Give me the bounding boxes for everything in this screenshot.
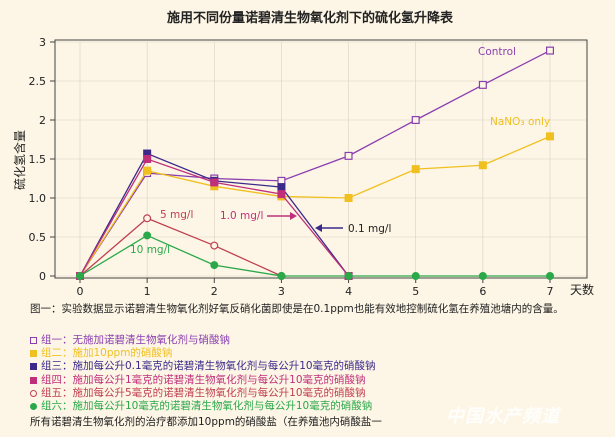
data-point (545, 272, 554, 281)
legend-item: 组一：无施加诺碧清生物氧化剂与硝酸钠 (30, 334, 600, 347)
annotation-label: 1.0 mg/l (220, 210, 263, 222)
data-point (478, 80, 487, 89)
data-point (344, 194, 353, 203)
legend-label: 组六：施加每公升10毫克的诺碧清生物氧化剂与每公升10毫克的硝酸钠 (41, 399, 373, 412)
arrowhead-1mg (290, 212, 297, 220)
square-marker-icon (30, 337, 37, 345)
x-axis: 0 1 2 3 4 5 6 7 (77, 278, 554, 298)
x-tick-label: 4 (345, 285, 352, 298)
series-line (79, 135, 551, 277)
x-tick-label: 6 (479, 285, 486, 298)
data-point (344, 272, 353, 281)
annotation-label: 5 mg/l (160, 209, 193, 221)
data-point (545, 46, 554, 55)
circle-marker-icon (30, 403, 37, 411)
legend-label: 组五：施加每公升5毫克的诺碧清生物氧化剂与每公升10毫克的硝酸钠 (41, 386, 366, 399)
y-axis-label: 硫化氢含量 (12, 130, 27, 190)
data-point (411, 272, 420, 281)
y-axis: 0 0.5 1.0 1.5 2 2.5 3 (29, 36, 55, 283)
y-tick-label: 2 (39, 114, 46, 127)
chart: 施用不同份量诺碧清生物氧化剂下的硫化氢升降表 0 0.5 1.0 1.5 2 2.5 3 0… (12, 10, 594, 298)
x-tick-label: 0 (77, 285, 84, 298)
data-point (143, 231, 152, 240)
legend-label: 组二：施加10ppm的硝酸钠 (41, 347, 173, 360)
legend-item: 组二：施加10ppm的硝酸钠 (30, 347, 600, 360)
annotation-label: 0.1 mg/l (348, 223, 391, 235)
annotations: Control NaNO₃ only 0.1 mg/l 1.0 mg/l 5 mg/l 1… (130, 46, 550, 256)
legend-item: 组五：施加每公升5毫克的诺碧清生物氧化剂与每公升10毫克的硝酸钠 (30, 387, 600, 400)
x-tick-label: 7 (547, 285, 554, 298)
data-point (545, 132, 554, 141)
legend: 组一：无施加诺碧清生物氧化剂与硝酸钠 组二：施加10ppm的硝酸钠 组三：施加每公升… (30, 334, 600, 413)
y-tick-label: 3 (39, 36, 46, 49)
data-point (143, 214, 152, 223)
x-tick-label: 3 (278, 285, 285, 298)
data-point (478, 161, 487, 170)
square-marker-icon (30, 376, 37, 384)
data-point (478, 272, 487, 281)
data-point (411, 115, 420, 124)
x-tick-label: 1 (144, 285, 151, 298)
legend-label: 组一：无施加诺碧清生物氧化剂与硝酸钠 (41, 334, 230, 346)
data-point (277, 272, 286, 281)
arrowhead-01mg (315, 224, 322, 232)
x-tick-label: 2 (211, 285, 218, 298)
figure-caption: 图一：实验数据显示诺碧清生物氧化剂好氧反硝化菌即使是在0.1ppm也能有效地控制… (30, 303, 564, 315)
square-marker-icon (30, 363, 37, 371)
legend-item: 组四：施加每公升1毫克的诺碧清生物氧化剂与每公升10毫克的硝酸钠 (30, 374, 600, 387)
series-10-mg-l (75, 231, 554, 281)
series-group (75, 46, 554, 281)
legend-label: 组四：施加每公升1毫克的诺碧清生物氧化剂与每公升10毫克的硝酸钠 (41, 373, 366, 386)
data-point (210, 261, 219, 270)
y-tick-label: 1.5 (29, 153, 47, 166)
data-point (210, 241, 219, 250)
data-point (277, 190, 286, 199)
legend-item: 组三：施加每公升0.1毫克的诺碧清生物氧化剂与每公升10毫克的硝酸钠 (30, 360, 600, 373)
circle-marker-icon (30, 389, 37, 397)
data-point (344, 151, 353, 160)
legend-item: 组六：施加每公升10毫克的诺碧清生物氧化剂与每公升10毫克的硝酸钠 (30, 400, 600, 413)
x-axis-label: 天数 (570, 282, 594, 297)
annotation-label: 10 mg/l (130, 244, 170, 256)
data-point (277, 183, 286, 192)
data-point (75, 272, 84, 281)
gridlines (55, 41, 587, 278)
y-tick-label: 0 (39, 270, 46, 283)
square-marker-icon (30, 350, 37, 358)
annotation-label: NaNO₃ only (490, 116, 550, 128)
annotation-label: Control (478, 46, 516, 58)
legend-label: 组三：施加每公升0.1毫克的诺碧清生物氧化剂与每公升10毫克的硝酸钠 (41, 360, 376, 373)
data-point (411, 165, 420, 174)
y-tick-label: 0.5 (29, 231, 47, 244)
y-tick-label: 2.5 (29, 75, 47, 88)
y-tick-label: 1.0 (29, 192, 47, 205)
data-point (143, 166, 152, 175)
data-point (210, 178, 219, 187)
watermark: 中国水产频道 (446, 406, 560, 427)
series-line (79, 217, 282, 277)
data-point (143, 155, 152, 164)
x-tick-label: 5 (412, 285, 419, 298)
series-line (79, 234, 550, 277)
chart-title: 施用不同份量诺碧清生物氧化剂下的硫化氢升降表 (167, 10, 454, 26)
footnote: 所有诺碧清生物氧化剂的治疗都添加10ppm的硝酸盐（在养殖池内硝酸盐一 (30, 416, 382, 428)
